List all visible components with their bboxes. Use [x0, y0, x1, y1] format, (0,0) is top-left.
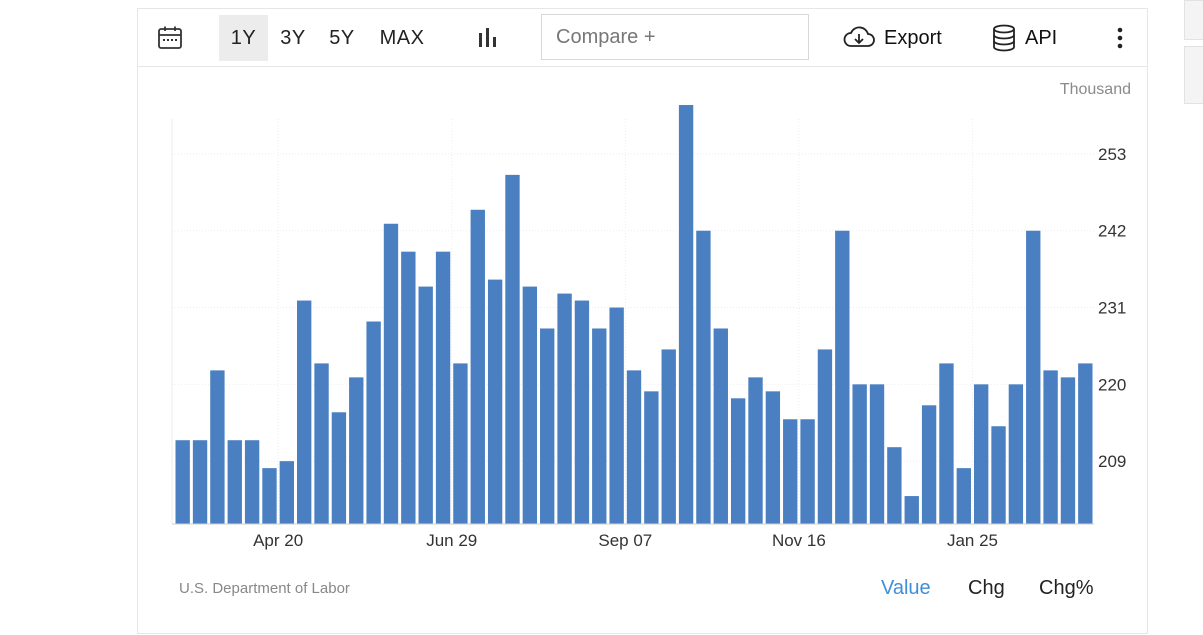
y-tick-label: 231 — [1098, 299, 1126, 318]
bar — [279, 461, 295, 524]
export-button[interactable]: Export — [842, 15, 954, 61]
bar — [939, 363, 954, 524]
bar — [730, 398, 746, 524]
x-tick-label: Jan 25 — [947, 531, 998, 550]
x-tick-label: Jun 29 — [426, 531, 477, 550]
database-icon — [993, 24, 1015, 52]
bar — [505, 174, 520, 525]
y-tick-label: 242 — [1098, 222, 1126, 241]
bar — [713, 328, 728, 524]
bar — [540, 328, 555, 524]
range-3y-button[interactable]: 3Y — [280, 26, 306, 49]
bar — [383, 223, 399, 525]
bar — [314, 363, 329, 524]
bar — [661, 349, 676, 524]
bar — [592, 328, 607, 524]
mode-value-tab[interactable]: Value — [881, 577, 931, 599]
right-edge-strip — [1184, 0, 1203, 635]
bar — [331, 412, 347, 524]
y-tick-label: 220 — [1098, 375, 1126, 394]
api-button[interactable]: API — [991, 15, 1073, 61]
bar — [921, 405, 937, 524]
bar — [297, 300, 312, 524]
y-tick-label: 253 — [1098, 145, 1126, 164]
export-label: Export — [884, 26, 942, 49]
bar — [869, 384, 885, 524]
bar — [487, 279, 503, 524]
bar — [835, 230, 850, 524]
bar — [470, 209, 485, 524]
bar — [696, 230, 711, 524]
bar — [244, 440, 260, 524]
api-label: API — [1025, 26, 1058, 49]
bar — [1060, 377, 1076, 524]
bar — [800, 419, 815, 524]
bar — [956, 468, 971, 524]
bar — [175, 440, 190, 524]
mode-chg-percent-tab[interactable]: Chg% — [1039, 577, 1094, 599]
bar-chart-type-icon[interactable] — [471, 15, 503, 61]
bar — [366, 321, 381, 524]
x-tick-label: Nov 16 — [772, 531, 826, 550]
bar — [852, 384, 867, 524]
bar — [401, 251, 416, 525]
bar — [991, 426, 1006, 524]
bar — [887, 447, 902, 524]
bar — [192, 440, 208, 524]
mode-chg-tab[interactable]: Chg — [968, 577, 1005, 599]
range-5y-button[interactable]: 5Y — [329, 26, 355, 49]
bar — [453, 363, 468, 524]
unit-label: Thousand — [1059, 81, 1131, 98]
bar — [973, 384, 989, 524]
bar — [1026, 230, 1041, 524]
bar — [210, 370, 225, 524]
x-tick-label: Apr 20 — [253, 531, 303, 550]
side-tab[interactable] — [1184, 46, 1203, 104]
cloud-download-icon — [843, 26, 875, 47]
bar — [817, 349, 833, 524]
bar-chart: 209 220 231 242 253 Apr 20 Jun 29 Sep 07 Nov 16 J… — [171, 105, 1126, 550]
bar — [418, 286, 433, 524]
bar — [349, 377, 364, 524]
side-tab[interactable] — [1184, 0, 1203, 40]
bar — [678, 105, 694, 524]
bar — [1043, 370, 1058, 524]
bar — [765, 391, 781, 524]
bar — [783, 419, 798, 524]
bar — [748, 377, 763, 524]
source-credit: U.S. Department of Labor — [179, 580, 350, 597]
range-1y-button[interactable]: 1Y — [219, 15, 268, 61]
bar — [609, 307, 624, 524]
x-tick-label: Sep 07 — [598, 531, 652, 550]
calendar-icon[interactable] — [150, 15, 190, 61]
chart-toolbar: 1Y 3Y 5Y MAX Compare + Export — [138, 9, 1147, 67]
compare-input[interactable]: Compare + — [541, 14, 809, 60]
chart-panel: 1Y 3Y 5Y MAX Compare + Export — [137, 8, 1148, 634]
bar — [435, 251, 451, 525]
bar — [644, 391, 659, 524]
bar — [1008, 384, 1024, 524]
y-tick-label: 209 — [1098, 452, 1126, 471]
more-options-icon[interactable] — [1106, 15, 1134, 61]
bar — [522, 286, 538, 524]
bar — [557, 293, 572, 524]
bar — [1078, 363, 1093, 524]
bar — [574, 300, 590, 524]
range-max-button[interactable]: MAX — [379, 26, 425, 49]
bar — [262, 468, 277, 524]
bar — [626, 370, 642, 524]
bar — [227, 440, 242, 524]
bar — [904, 496, 919, 524]
